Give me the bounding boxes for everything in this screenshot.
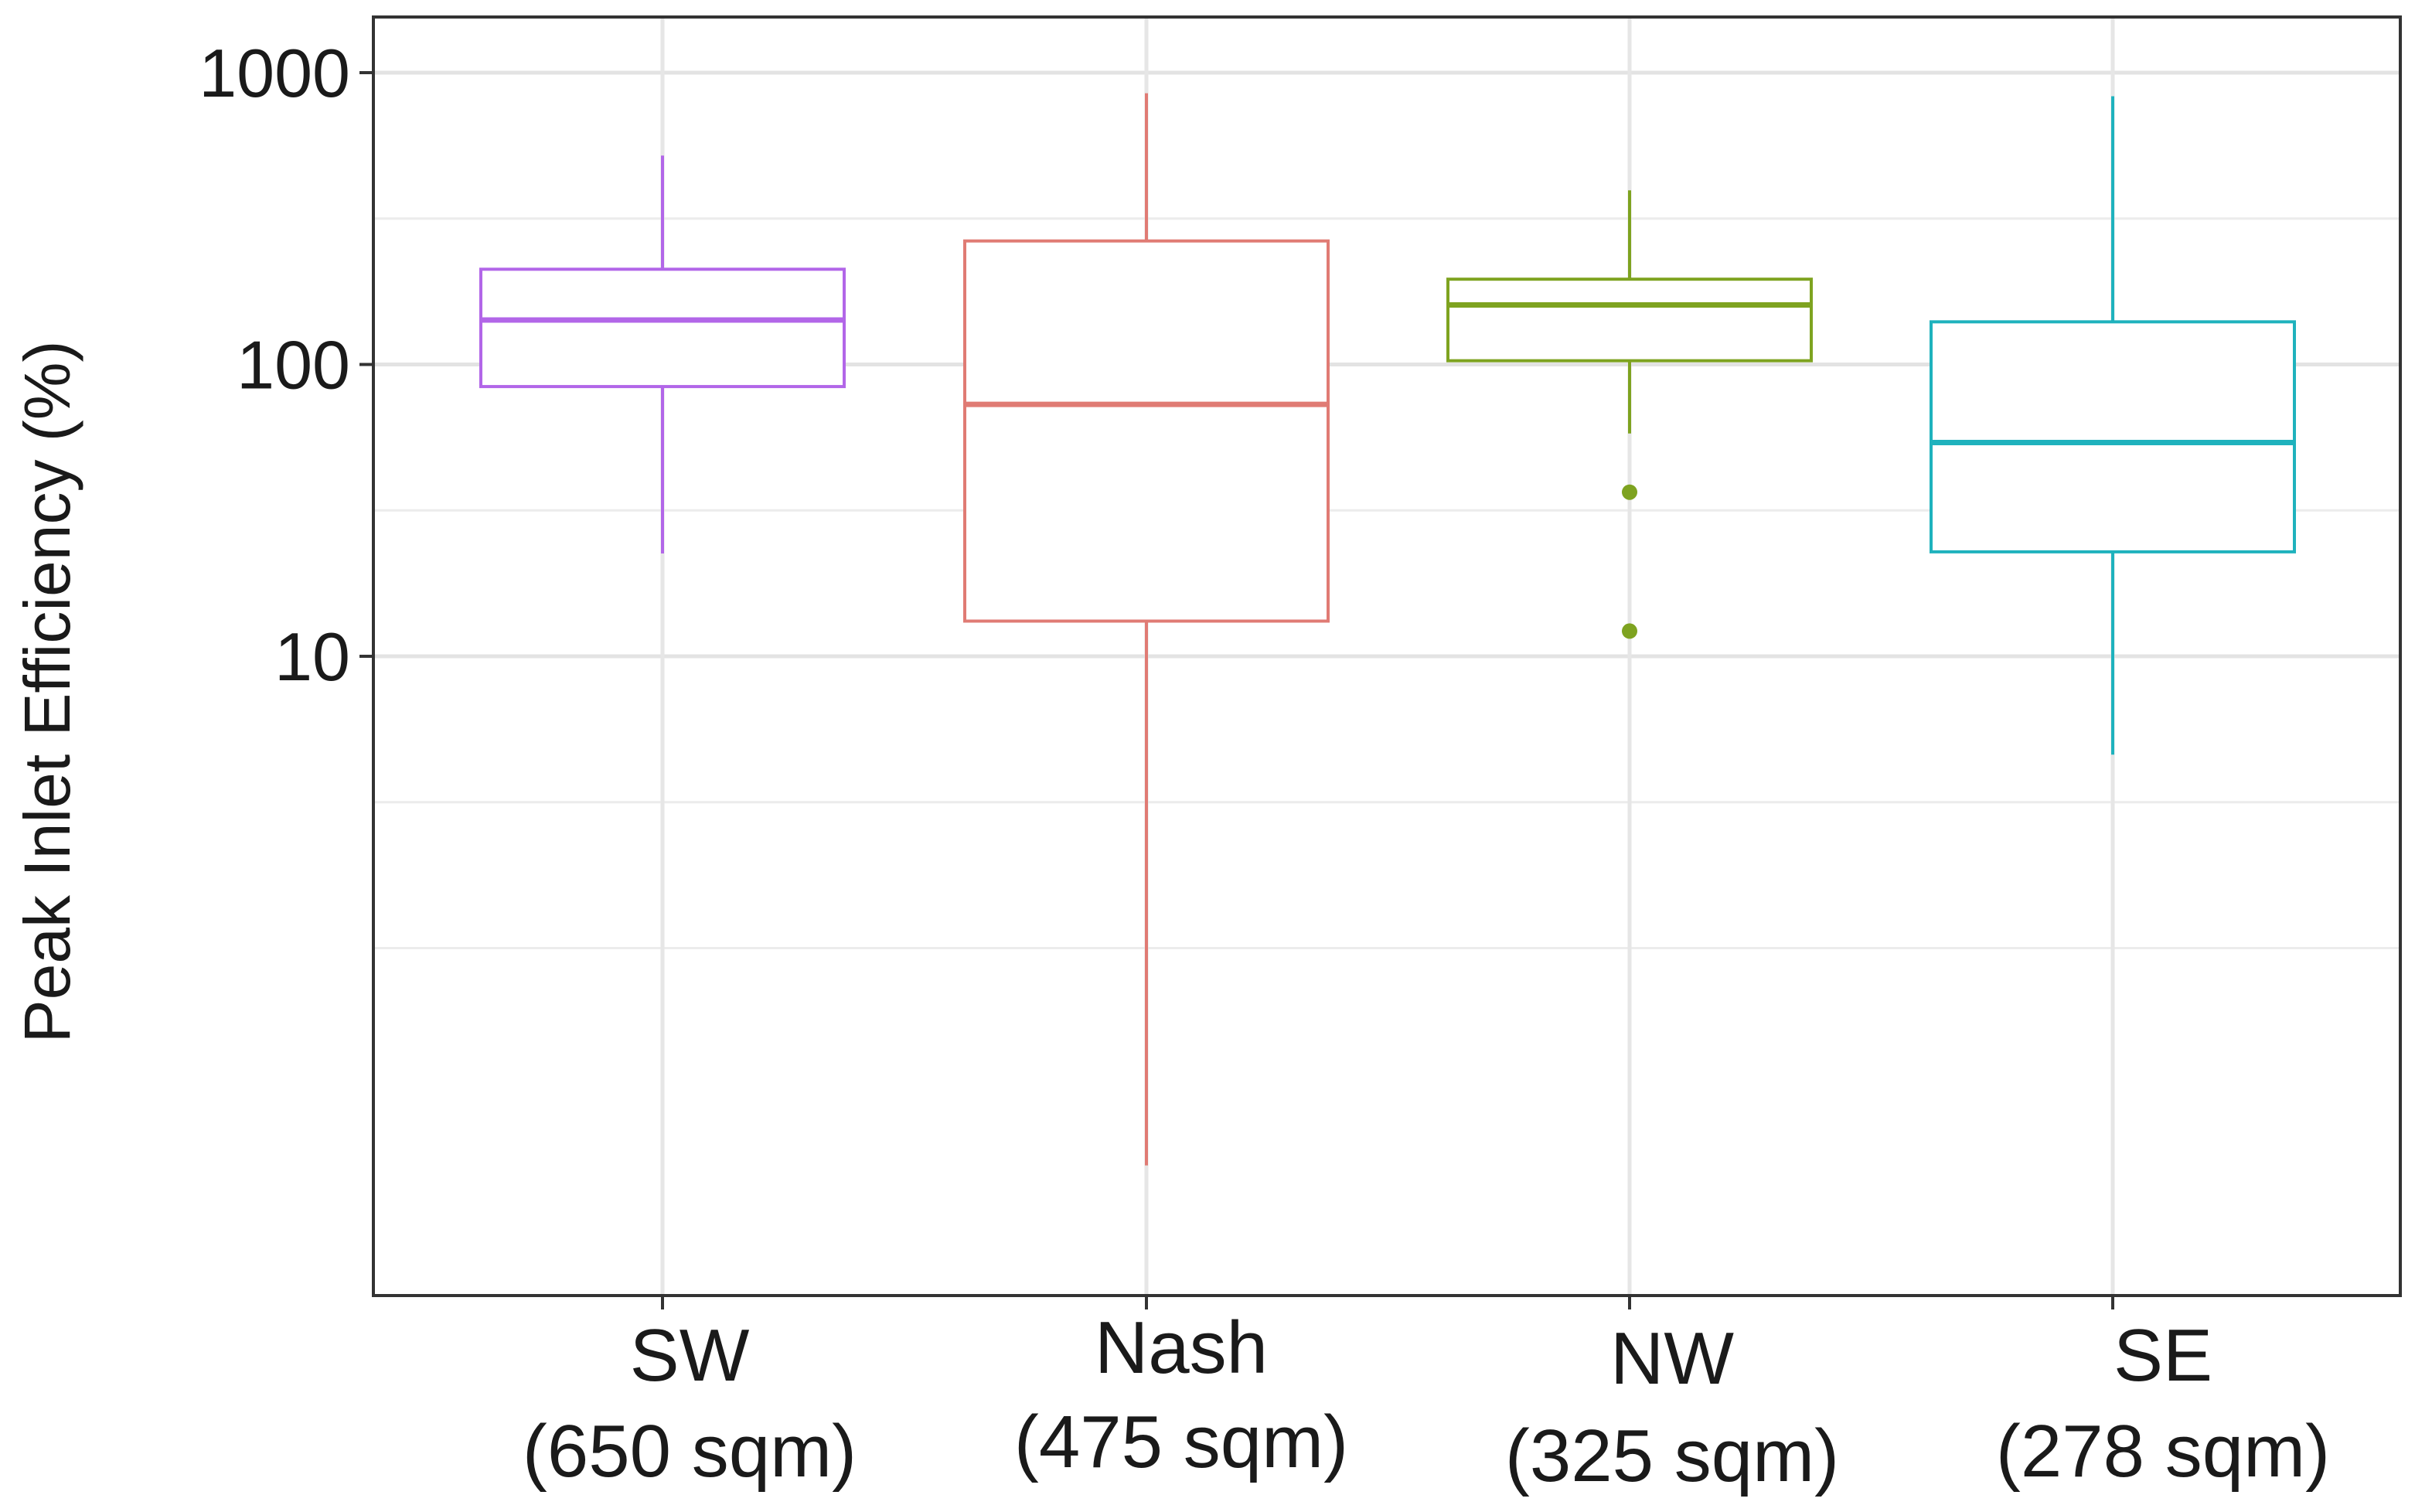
y-axis: 10 100 1000	[199, 35, 373, 695]
iqr-box	[479, 267, 846, 389]
y-tick-label: 10	[274, 618, 350, 695]
outlier-point	[1622, 623, 1637, 639]
x-category-sublabel: (650 sqm)	[523, 1410, 857, 1493]
iqr-box	[1930, 320, 2296, 553]
y-tick-label: 100	[237, 327, 350, 404]
x-axis: SW (650 sqm) Nash (475 sqm) NW (325 sqm) SE (27…	[523, 1296, 2330, 1497]
box-se	[1930, 96, 2296, 755]
box-nash	[963, 93, 1330, 1166]
box-nw	[1446, 190, 1813, 639]
box-sw	[479, 155, 846, 554]
x-category-sublabel: (325 sqm)	[1505, 1415, 1839, 1497]
y-axis-title: Peak Inlet Efficiency (%)	[11, 341, 83, 1044]
x-category-sublabel: (278 sqm)	[1996, 1410, 2330, 1493]
x-category-label: SE	[2114, 1314, 2212, 1397]
iqr-box	[1446, 278, 1813, 363]
x-category-label: NW	[1610, 1317, 1734, 1400]
box-series	[479, 93, 2296, 1166]
y-tick-label: 1000	[199, 35, 350, 111]
iqr-box	[963, 239, 1330, 623]
x-category-label: Nash	[1095, 1306, 1268, 1389]
x-category-sublabel: (475 sqm)	[1014, 1401, 1348, 1483]
outlier-point	[1622, 484, 1637, 500]
x-category-label: SW	[630, 1314, 750, 1397]
